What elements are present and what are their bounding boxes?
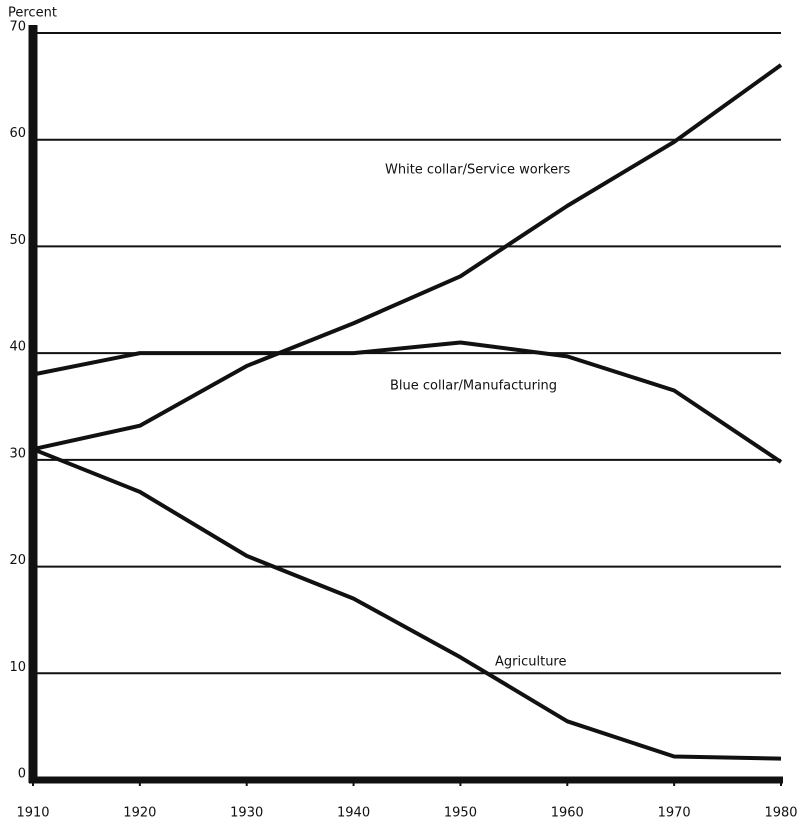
x-tick-label: 1930 [230, 806, 263, 821]
x-tick-label: 1920 [123, 806, 156, 821]
y-tick-label: 60 [9, 126, 26, 141]
y-tick-label: 20 [9, 553, 26, 568]
x-tick-label: 1940 [337, 806, 370, 821]
y-axis-label: Percent [8, 6, 57, 21]
x-tick-label: 1970 [658, 806, 691, 821]
y-tick-label: 30 [9, 446, 26, 461]
series-label: Agriculture [495, 655, 567, 670]
series-label: Blue collar/Manufacturing [390, 379, 557, 394]
x-tick-label: 1950 [444, 806, 477, 821]
series-line [32, 447, 782, 761]
series-label: White collar/Service workers [385, 163, 570, 178]
y-tick-label: 50 [9, 233, 26, 248]
x-tick-label: 1980 [764, 806, 797, 821]
y-tick-label: 40 [9, 340, 26, 355]
x-tick-label: 1910 [16, 806, 49, 821]
y-tick-label: 0 [18, 767, 26, 782]
series-line [32, 63, 783, 452]
y-tick-label: 10 [9, 660, 26, 675]
y-tick-label: 70 [9, 20, 26, 35]
x-tick-label: 1960 [551, 806, 584, 821]
series-line [32, 340, 783, 464]
